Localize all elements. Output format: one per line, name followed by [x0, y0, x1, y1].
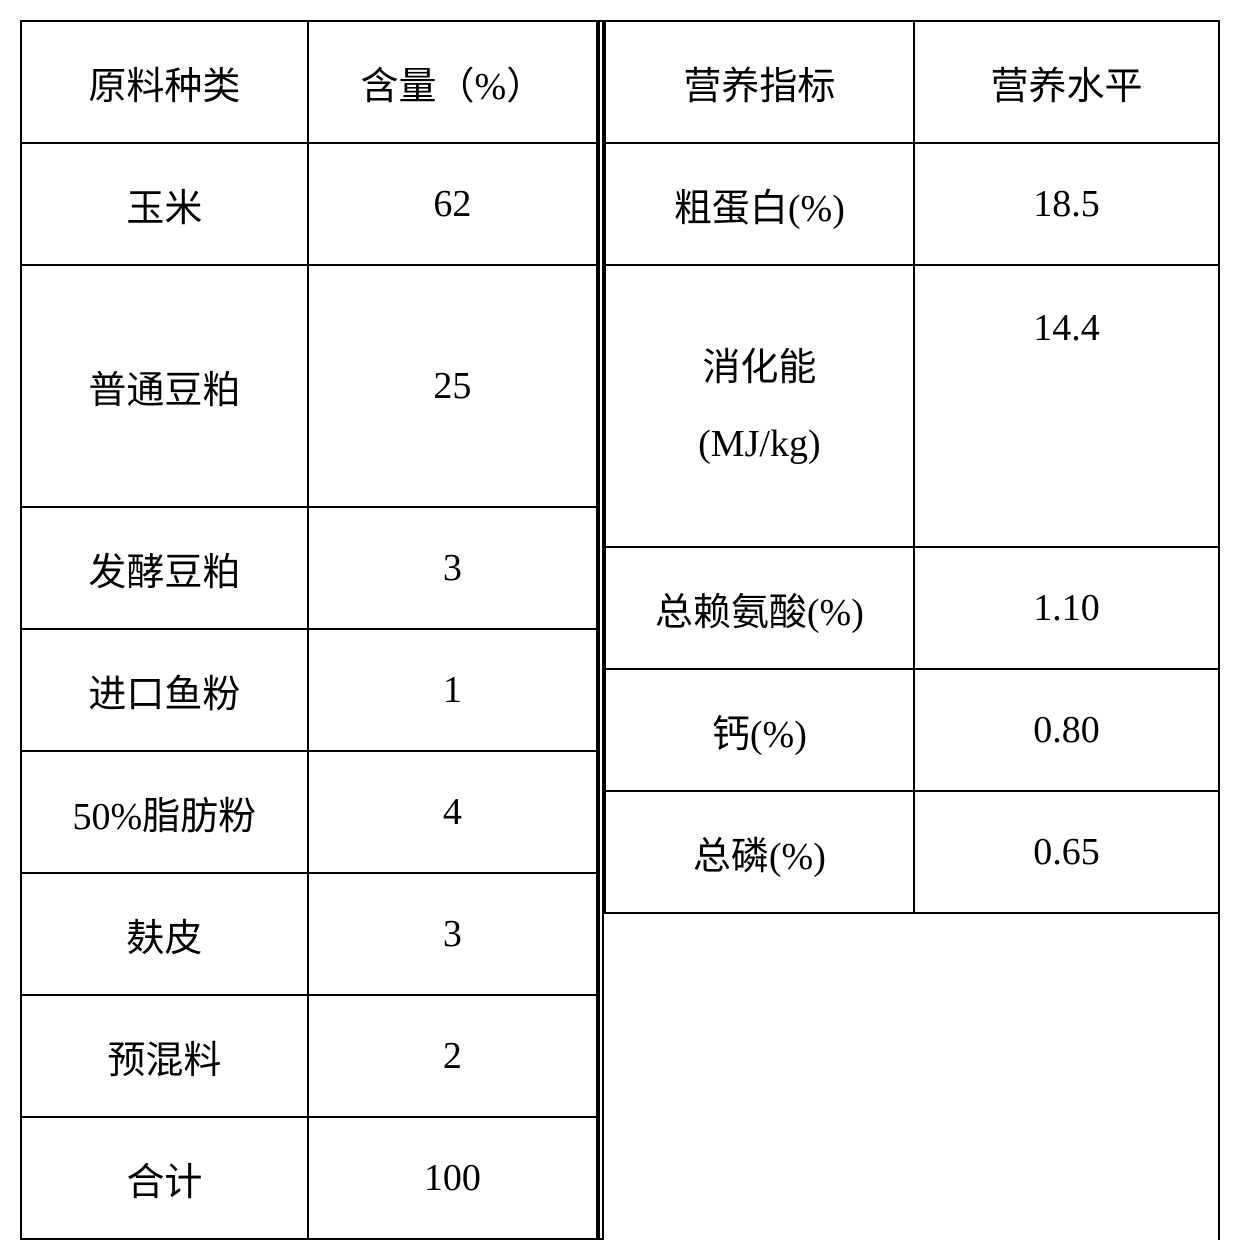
ingredient-value: 25 — [308, 265, 597, 507]
ingredient-value: 100 — [308, 1117, 597, 1239]
ingredient-name: 50%脂肪粉 — [21, 751, 308, 873]
nutrition-value: 0.80 — [914, 669, 1219, 791]
table-row: 麸皮 3 — [21, 873, 597, 995]
table-row: 普通豆粕 25 — [21, 265, 597, 507]
ingredient-value: 1 — [308, 629, 597, 751]
nutrition-name: 总磷(%) — [605, 791, 914, 913]
nutrition-table: 营养指标 营养水平 粗蛋白(%) 18.5 消化能 (MJ/kg) 14.4 总… — [604, 20, 1220, 914]
table-row: 总磷(%) 0.65 — [605, 791, 1219, 913]
nutrition-name: 钙(%) — [605, 669, 914, 791]
header-nutrition-index: 营养指标 — [605, 21, 914, 143]
ingredient-value: 3 — [308, 507, 597, 629]
nutrition-name-line1: 消化能 — [616, 330, 903, 406]
table-row: 50%脂肪粉 4 — [21, 751, 597, 873]
nutrition-name: 总赖氨酸(%) — [605, 547, 914, 669]
ingredient-name: 进口鱼粉 — [21, 629, 308, 751]
nutrition-value: 18.5 — [914, 143, 1219, 265]
feed-composition-table: 原料种类 含量（%） 玉米 62 普通豆粕 25 发酵豆粕 3 进口鱼粉 1 5… — [20, 20, 1220, 1240]
nutrition-value: 1.10 — [914, 547, 1219, 669]
ingredient-name: 发酵豆粕 — [21, 507, 308, 629]
ingredient-name: 合计 — [21, 1117, 308, 1239]
header-content-percent: 含量（%） — [308, 21, 597, 143]
nutrition-value: 14.4 — [914, 265, 1219, 547]
nutrition-name: 消化能 (MJ/kg) — [605, 265, 914, 547]
table-row: 进口鱼粉 1 — [21, 629, 597, 751]
ingredient-name: 普通豆粕 — [21, 265, 308, 507]
table-header-row: 原料种类 含量（%） — [21, 21, 597, 143]
ingredient-name: 麸皮 — [21, 873, 308, 995]
table-row: 预混料 2 — [21, 995, 597, 1117]
table-divider — [598, 20, 604, 1240]
nutrition-name-line2: (MJ/kg) — [616, 406, 903, 482]
ingredient-value: 3 — [308, 873, 597, 995]
ingredient-value: 4 — [308, 751, 597, 873]
header-nutrition-level: 营养水平 — [914, 21, 1219, 143]
table-header-row: 营养指标 营养水平 — [605, 21, 1219, 143]
table-row: 发酵豆粕 3 — [21, 507, 597, 629]
ingredient-name: 玉米 — [21, 143, 308, 265]
ingredient-value: 2 — [308, 995, 597, 1117]
ingredient-value: 62 — [308, 143, 597, 265]
table-row: 总赖氨酸(%) 1.10 — [605, 547, 1219, 669]
table-row: 消化能 (MJ/kg) 14.4 — [605, 265, 1219, 547]
table-row: 粗蛋白(%) 18.5 — [605, 143, 1219, 265]
nutrition-value: 0.65 — [914, 791, 1219, 913]
table-row-total: 合计 100 — [21, 1117, 597, 1239]
ingredient-name: 预混料 — [21, 995, 308, 1117]
nutrition-name: 粗蛋白(%) — [605, 143, 914, 265]
header-ingredient-type: 原料种类 — [21, 21, 308, 143]
table-row: 玉米 62 — [21, 143, 597, 265]
table-row: 钙(%) 0.80 — [605, 669, 1219, 791]
right-border-extension — [604, 912, 1220, 1240]
ingredients-table: 原料种类 含量（%） 玉米 62 普通豆粕 25 发酵豆粕 3 进口鱼粉 1 5… — [20, 20, 598, 1240]
